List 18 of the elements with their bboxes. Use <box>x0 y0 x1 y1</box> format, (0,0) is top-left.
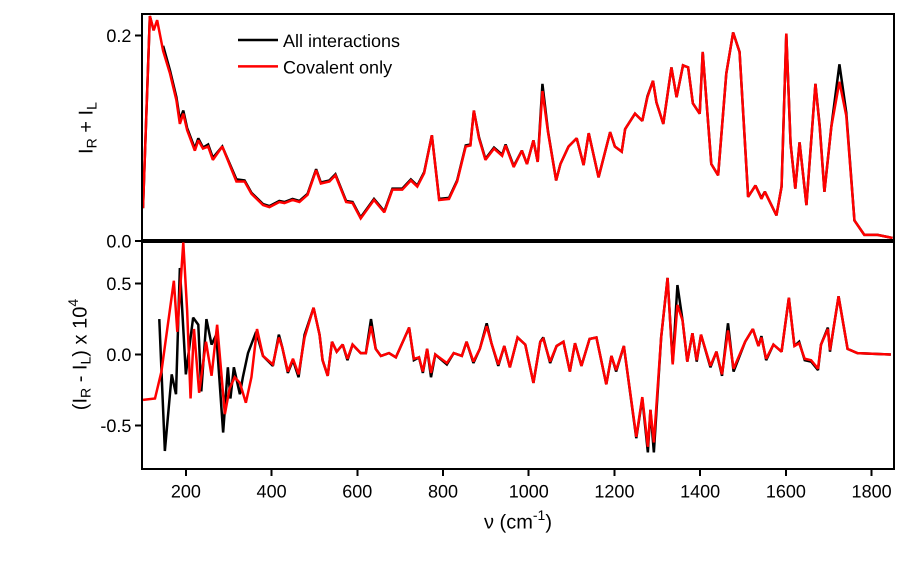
x-axis-title: ν (cm$^{-1}$) <box>484 507 552 534</box>
y-tick-label: 0.0 <box>106 231 132 252</box>
x-tick-label: 1600 <box>766 482 806 502</box>
legend-label: All interactions <box>283 31 400 51</box>
x-tick-label: 1200 <box>594 482 634 502</box>
x-tick-label: 200 <box>170 482 201 502</box>
legend-label: Covalent only <box>283 57 392 78</box>
x-tick-label: 800 <box>428 482 458 502</box>
y-tick-label: -0.5 <box>100 416 132 436</box>
y-tick-label: 0.2 <box>106 26 132 46</box>
line-series <box>143 241 892 448</box>
y-tick-label: 0.0 <box>106 344 132 365</box>
x-tick-label: 1400 <box>680 482 720 502</box>
x-tick-label: 600 <box>342 482 372 502</box>
x-tick-label: 1800 <box>852 482 892 502</box>
x-tick-label: 1000 <box>508 482 549 502</box>
x-tick-label: 400 <box>256 482 287 502</box>
y-tick-label: 0.5 <box>106 274 132 294</box>
